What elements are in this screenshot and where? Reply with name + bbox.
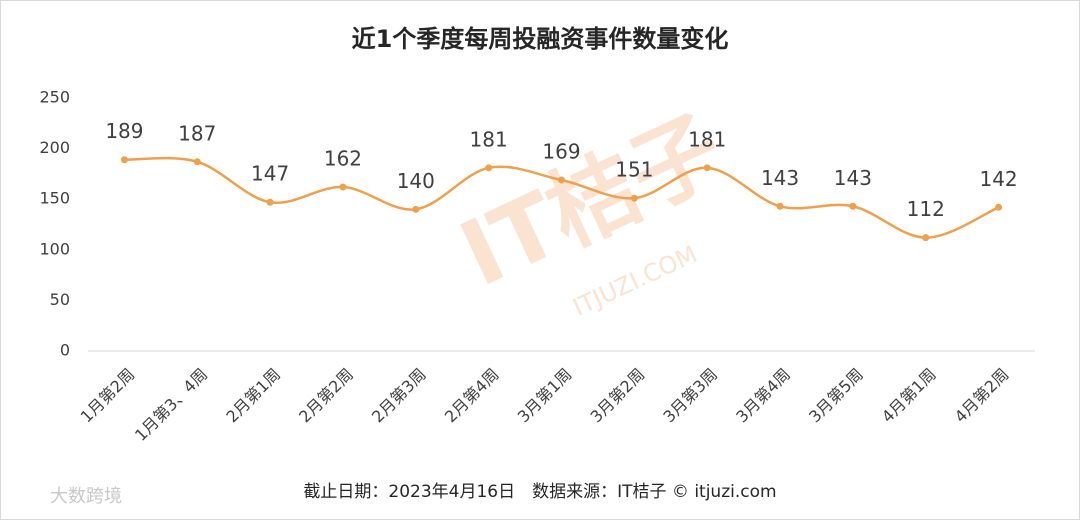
data-label: 162 bbox=[324, 147, 362, 171]
y-tick-label: 50 bbox=[50, 290, 70, 309]
y-tick-label: 250 bbox=[39, 88, 70, 107]
point bbox=[120, 156, 128, 164]
data-label: 147 bbox=[251, 162, 289, 186]
watermark: 大数跨境 bbox=[50, 486, 122, 507]
point bbox=[630, 194, 638, 202]
data-label: 140 bbox=[397, 169, 435, 193]
chart-title: 近1个季度每周投融资事件数量变化 bbox=[352, 25, 729, 53]
data-label: 187 bbox=[178, 121, 216, 145]
y-tick-label: 0 bbox=[60, 341, 70, 360]
y-tick-label: 100 bbox=[39, 239, 70, 258]
data-label: 142 bbox=[979, 167, 1017, 191]
point bbox=[339, 183, 347, 191]
point bbox=[995, 203, 1003, 211]
point bbox=[412, 205, 420, 213]
footnote: 截止日期：2023年4月16日 数据来源：IT桔子 © itjuzi.com bbox=[303, 482, 776, 502]
data-label: 169 bbox=[542, 139, 580, 163]
data-label: 112 bbox=[907, 197, 945, 221]
data-label: 143 bbox=[834, 166, 872, 190]
data-label: 151 bbox=[615, 158, 653, 182]
point bbox=[703, 164, 711, 172]
data-label: 181 bbox=[688, 127, 726, 151]
y-tick-label: 150 bbox=[39, 189, 70, 208]
point bbox=[849, 202, 857, 210]
point bbox=[193, 158, 201, 166]
data-label: 189 bbox=[105, 119, 143, 143]
point bbox=[558, 176, 565, 184]
point bbox=[266, 198, 274, 206]
point bbox=[776, 202, 784, 210]
data-label: 143 bbox=[761, 166, 799, 190]
y-tick-label: 200 bbox=[39, 138, 70, 157]
point bbox=[485, 164, 493, 172]
data-label: 181 bbox=[470, 127, 508, 151]
point bbox=[922, 234, 930, 242]
